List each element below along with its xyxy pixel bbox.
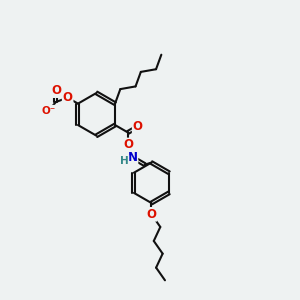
- Text: O: O: [146, 208, 156, 221]
- Text: O: O: [123, 138, 133, 152]
- Text: N: N: [128, 151, 137, 164]
- Text: H: H: [120, 156, 128, 166]
- Text: O⁻: O⁻: [42, 106, 56, 116]
- Text: O: O: [51, 84, 61, 97]
- Text: O: O: [133, 120, 143, 133]
- Text: O: O: [63, 91, 73, 104]
